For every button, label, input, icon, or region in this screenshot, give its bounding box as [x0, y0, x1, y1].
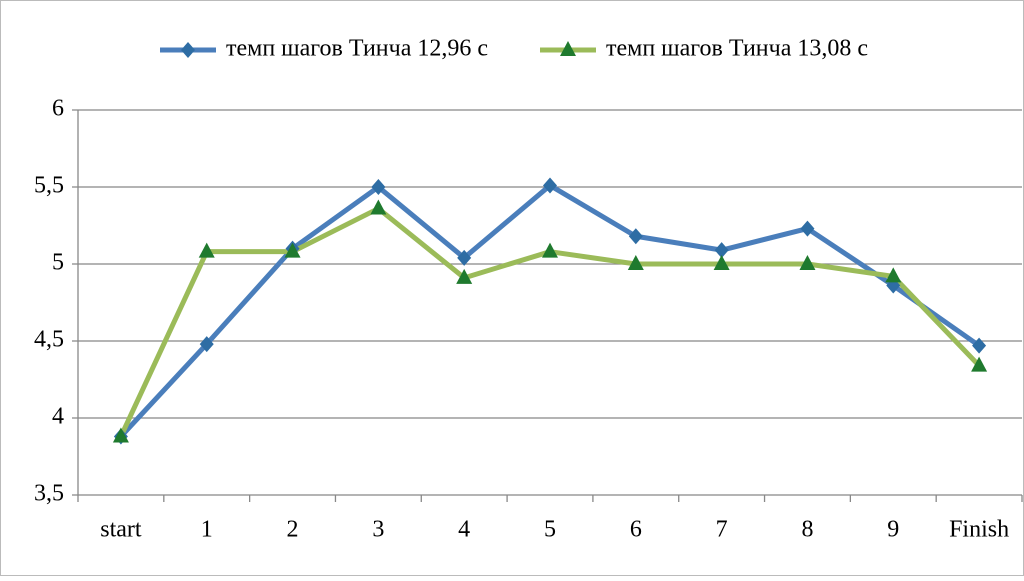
x-tick-label: 4 [458, 517, 470, 543]
x-tick-label: 1 [201, 517, 213, 543]
marker [972, 337, 987, 354]
x-tick-label: 7 [716, 517, 728, 543]
marker [456, 268, 473, 284]
marker [971, 356, 988, 372]
marker [284, 242, 301, 258]
x-tick-label: 8 [801, 517, 813, 543]
x-tick-label: start [100, 517, 142, 543]
marker [199, 336, 214, 353]
x-tick-label: 9 [887, 517, 899, 543]
x-tick-label: 2 [287, 517, 299, 543]
x-tick-label: Finish [949, 517, 1009, 543]
marker [457, 249, 472, 266]
marker [627, 255, 644, 270]
x-tick-label: 6 [630, 517, 642, 543]
y-tick-label: 6 [52, 96, 64, 122]
y-tick-label: 4,5 [34, 327, 64, 353]
x-tick-label: 3 [372, 517, 384, 543]
legend-label: темп шагов Тинча 12,96 с [226, 36, 488, 62]
y-tick-label: 3,5 [34, 481, 64, 507]
marker [799, 255, 816, 270]
y-tick-label: 4 [52, 404, 64, 430]
marker [560, 41, 576, 56]
marker [198, 242, 215, 258]
marker [543, 177, 557, 194]
marker [181, 42, 195, 58]
legend-label: темп шагов Тинча 13,08 с [606, 36, 868, 62]
marker [371, 179, 386, 195]
y-tick-label: 5,5 [34, 173, 64, 199]
marker [628, 228, 643, 245]
marker [542, 242, 558, 258]
marker [713, 255, 730, 270]
marker [714, 242, 729, 259]
marker [885, 267, 902, 283]
x-tick-label: 5 [544, 517, 556, 543]
marker [800, 220, 815, 237]
marker [112, 427, 129, 443]
y-tick-label: 5 [52, 250, 64, 276]
marker [370, 199, 387, 215]
